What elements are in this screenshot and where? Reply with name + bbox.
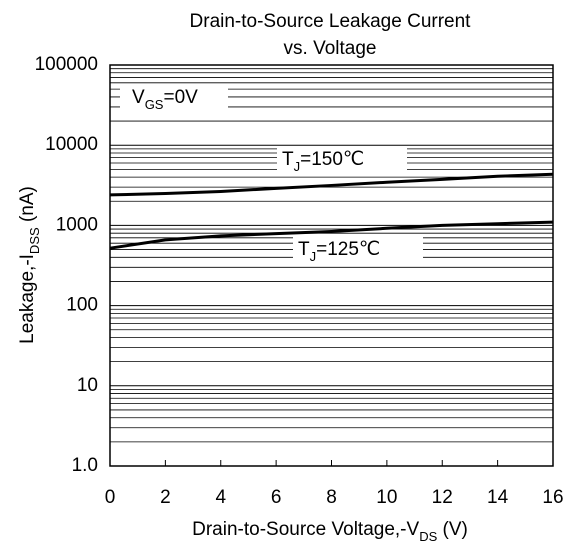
x-tick-label: 10 (376, 487, 397, 508)
series-label-bg (293, 237, 423, 263)
x-tick-label: 16 (542, 487, 563, 508)
plot-frame (109, 64, 554, 467)
series-label-part: J (294, 159, 301, 174)
series-line (109, 172, 554, 197)
x-tick-label: 14 (487, 487, 509, 508)
x-tick-label: 4 (215, 487, 226, 508)
y-tick-label: 1.0 (72, 455, 98, 476)
series-label-part: =150℃ (300, 149, 364, 170)
y-tick-label: 100000 (35, 54, 98, 75)
x-tick-label: 6 (271, 487, 282, 508)
y-axis-label: Leakage,-IDSS (nA) (17, 186, 42, 344)
x-tick-label: 8 (326, 487, 337, 508)
y-tick-label: 10000 (45, 134, 98, 155)
y-axis-label-part: Leakage,-I (17, 254, 38, 344)
series-label: TJ=125℃ (298, 239, 380, 264)
y-tick-label: 100 (66, 295, 98, 316)
x-axis-label-part: Drain-to-Source Voltage,-V (192, 519, 419, 540)
x-axis-label-part: (V) (437, 519, 468, 540)
x-axis-label-part: DS (419, 529, 437, 544)
series-label: TJ=150℃ (282, 149, 364, 174)
y-tick-label: 1000 (56, 214, 98, 235)
series-label-part: J (310, 249, 317, 264)
x-tick-label: 12 (432, 487, 453, 508)
annotation-bg (120, 84, 228, 112)
series-label-bg (277, 147, 407, 173)
series-label-part: T (298, 239, 310, 260)
annotation: VGS=0V (132, 87, 198, 112)
series-label-part: =125℃ (316, 239, 380, 260)
x-axis-label: Drain-to-Source Voltage,-VDS (V) (192, 519, 468, 544)
series-label-part: T (282, 149, 294, 170)
x-tick-label: 2 (160, 487, 171, 508)
y-tick-label: 10 (77, 375, 98, 396)
chart-title: Drain-to-Source Leakage Current (190, 11, 472, 32)
chart-title: vs. Voltage (284, 38, 377, 59)
x-tick-label: 0 (105, 487, 116, 508)
series-line (109, 220, 554, 250)
y-axis-label-part: DSS (27, 227, 42, 254)
annotation-part: =0V (163, 87, 198, 108)
annotation-part: GS (145, 97, 164, 112)
y-axis-label-part: (nA) (17, 186, 38, 227)
annotation-part: V (132, 87, 145, 108)
